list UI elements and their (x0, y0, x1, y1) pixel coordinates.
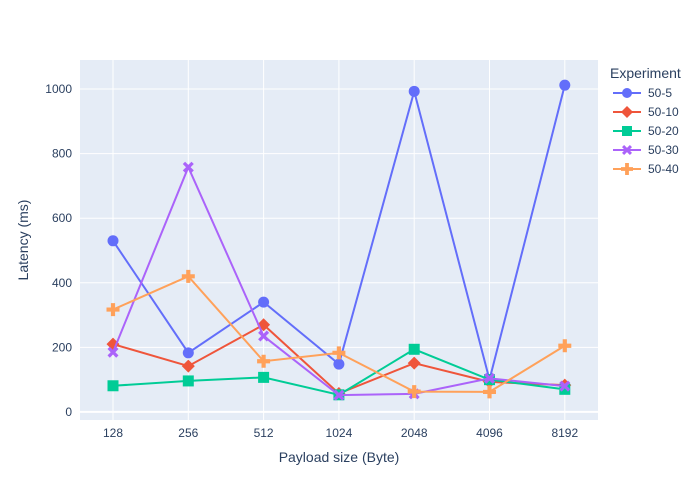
legend-item-50-5[interactable]: 50-5 (613, 86, 672, 100)
data-point[interactable] (559, 383, 571, 395)
x-tick-label: 512 (254, 426, 274, 440)
y-tick-label: 800 (52, 147, 72, 161)
data-point[interactable] (258, 330, 270, 342)
data-point[interactable] (181, 359, 195, 373)
x-axis-ticks: 128 256 512 1024 2048 4096 8192 (103, 426, 578, 440)
legend-label: 50-20 (648, 124, 679, 138)
data-point[interactable] (332, 346, 346, 360)
data-point[interactable] (333, 358, 345, 370)
data-point[interactable] (407, 356, 421, 370)
data-point[interactable] (258, 296, 270, 308)
data-point[interactable] (408, 343, 420, 355)
series-50-40 (106, 269, 572, 399)
data-point[interactable] (182, 375, 194, 387)
legend-title: Experiment (610, 65, 681, 81)
data-point[interactable] (258, 371, 270, 383)
data-point[interactable] (257, 354, 271, 368)
legend[interactable]: Experiment 50-5 50-10 50-20 50-30 50-40 (610, 65, 681, 176)
x-tick-label: 8192 (551, 426, 578, 440)
x-axis-title: Payload size (Byte) (279, 449, 400, 465)
series-50-30 (107, 161, 571, 401)
legend-label: 50-5 (648, 86, 672, 100)
data-point[interactable] (182, 347, 194, 359)
y-tick-label: 1000 (45, 82, 72, 96)
series-group (106, 79, 572, 401)
x-tick-label: 128 (103, 426, 123, 440)
x-tick-label: 256 (178, 426, 198, 440)
x-tick-label: 2048 (401, 426, 428, 440)
legend-item-50-30[interactable]: 50-30 (613, 143, 679, 157)
legend-item-50-10[interactable]: 50-10 (613, 105, 679, 119)
legend-marker (621, 163, 633, 175)
data-point[interactable] (107, 235, 119, 247)
data-point[interactable] (182, 161, 194, 173)
legend-marker (622, 88, 632, 98)
data-point[interactable] (483, 385, 496, 399)
data-point[interactable] (181, 269, 195, 283)
legend-label: 50-30 (648, 143, 679, 157)
x-tick-label: 4096 (476, 426, 503, 440)
legend-label: 50-40 (648, 162, 679, 176)
data-point[interactable] (484, 372, 495, 384)
y-tick-label: 200 (52, 340, 72, 354)
x-tick-label: 1024 (326, 426, 353, 440)
data-point[interactable] (333, 389, 345, 401)
y-tick-label: 400 (52, 276, 72, 290)
y-tick-label: 0 (65, 405, 72, 419)
data-point[interactable] (559, 79, 571, 91)
data-point[interactable] (407, 385, 421, 399)
data-point[interactable] (107, 346, 119, 358)
y-tick-label: 600 (52, 211, 72, 225)
legend-marker (622, 126, 632, 136)
data-point[interactable] (107, 380, 119, 392)
y-axis-ticks: 0 200 400 600 800 1000 (45, 82, 72, 419)
data-point[interactable] (558, 339, 572, 353)
y-axis-title: Latency (ms) (15, 200, 31, 281)
data-point[interactable] (559, 380, 571, 392)
legend-marker (621, 106, 633, 118)
legend-item-50-40[interactable]: 50-40 (613, 162, 679, 176)
data-point[interactable] (106, 303, 120, 317)
legend-item-50-20[interactable]: 50-20 (613, 124, 679, 138)
legend-marker (622, 145, 632, 155)
legend-label: 50-10 (648, 105, 679, 119)
data-point[interactable] (408, 85, 420, 97)
